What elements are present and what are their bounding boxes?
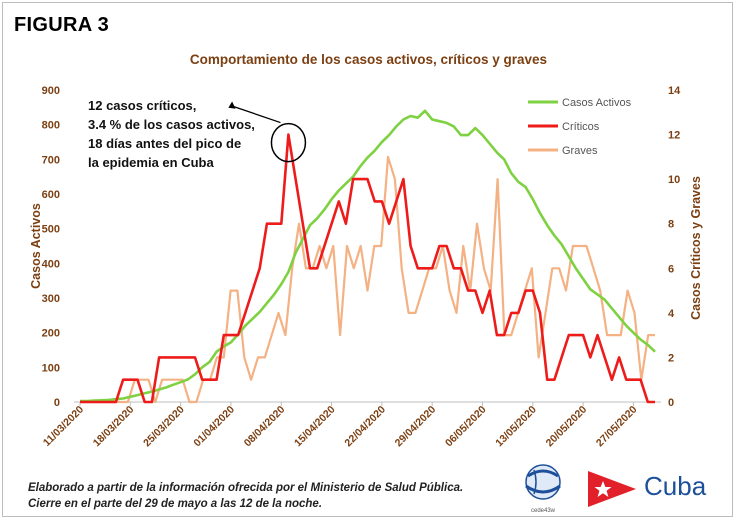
annotation-arrowhead bbox=[228, 101, 236, 109]
figure-label: FIGURA 3 bbox=[14, 14, 109, 36]
y2-axis-title: Casos Críticos y Graves bbox=[689, 176, 703, 320]
y-tick-label: 0 bbox=[54, 397, 60, 409]
annotation-line: 12 casos críticos, bbox=[88, 98, 197, 113]
series-line-activos bbox=[80, 109, 656, 403]
y-tick-label: 700 bbox=[42, 154, 60, 166]
y2-tick-label: 4 bbox=[668, 308, 675, 320]
y2-tick-label: 12 bbox=[668, 130, 680, 142]
y2-tick-label: 10 bbox=[668, 174, 680, 186]
source-line: Cierre en el parte del 29 de mayo a las … bbox=[28, 498, 323, 510]
logo-caption: cede43w bbox=[530, 508, 556, 514]
chart-title: Comportamiento de los casos activos, crí… bbox=[189, 52, 548, 67]
x-tick-label: 20/05/2020 bbox=[544, 404, 590, 450]
annotation-arrow bbox=[231, 105, 281, 124]
legend-label-criticos: Críticos bbox=[562, 121, 600, 133]
y-tick-label: 600 bbox=[42, 189, 60, 201]
critical-cases-annotation: 12 casos críticos, 3.4 % de los casos ac… bbox=[88, 96, 255, 172]
globe-icon bbox=[525, 464, 561, 500]
cuba-logo: Cuba bbox=[580, 467, 730, 511]
y2-tick-label: 2 bbox=[668, 352, 674, 364]
y-axis-title: Casos Activos bbox=[29, 203, 43, 289]
source-line: Elaborado a partir de la información ofr… bbox=[28, 482, 464, 494]
y2-tick-label: 14 bbox=[668, 85, 681, 97]
source-note: Elaborado a partir de la información ofr… bbox=[28, 480, 463, 512]
x-tick-label: 11/03/2020 bbox=[41, 404, 86, 449]
y2-tick-label: 0 bbox=[668, 397, 674, 409]
x-tick-label: 13/05/2020 bbox=[493, 404, 539, 450]
annotation-line: la epidemia en Cuba bbox=[88, 155, 214, 170]
legend-label-graves: Graves bbox=[562, 145, 598, 157]
annotation-line: 18 días antes del pico de bbox=[88, 136, 242, 151]
cuba-flag-icon bbox=[588, 471, 636, 507]
x-tick-label: 15/04/2020 bbox=[292, 404, 338, 450]
y-tick-label: 100 bbox=[42, 362, 60, 374]
x-tick-label: 27/05/2020 bbox=[594, 404, 640, 450]
x-tick-label: 06/05/2020 bbox=[443, 404, 489, 450]
x-tick-label: 18/03/2020 bbox=[91, 404, 137, 450]
x-tick-label: 01/04/2020 bbox=[191, 404, 237, 450]
y-tick-label: 800 bbox=[42, 120, 60, 132]
cuba-label: Cuba bbox=[644, 471, 707, 501]
y-tick-label: 500 bbox=[42, 224, 60, 236]
legend-label-activos: Casos Activos bbox=[562, 97, 632, 109]
x-tick-label: 25/03/2020 bbox=[141, 404, 187, 450]
x-tick-label: 22/04/2020 bbox=[342, 404, 388, 450]
peak-highlight-circle bbox=[270, 122, 307, 163]
series-line-graves bbox=[80, 155, 655, 404]
x-tick-label: 29/04/2020 bbox=[393, 404, 439, 450]
annotation-line: 3.4 % de los casos activos, bbox=[88, 117, 255, 132]
series-line-criticos bbox=[80, 133, 655, 404]
y-tick-label: 900 bbox=[42, 85, 60, 97]
y-tick-label: 300 bbox=[42, 293, 60, 305]
y-tick-label: 200 bbox=[42, 328, 60, 340]
y-tick-label: 400 bbox=[42, 258, 60, 270]
y2-tick-label: 6 bbox=[668, 263, 674, 275]
x-tick-label: 08/04/2020 bbox=[242, 404, 288, 450]
cede43w-logo: cede43w bbox=[508, 462, 578, 514]
y2-tick-label: 8 bbox=[668, 219, 674, 231]
